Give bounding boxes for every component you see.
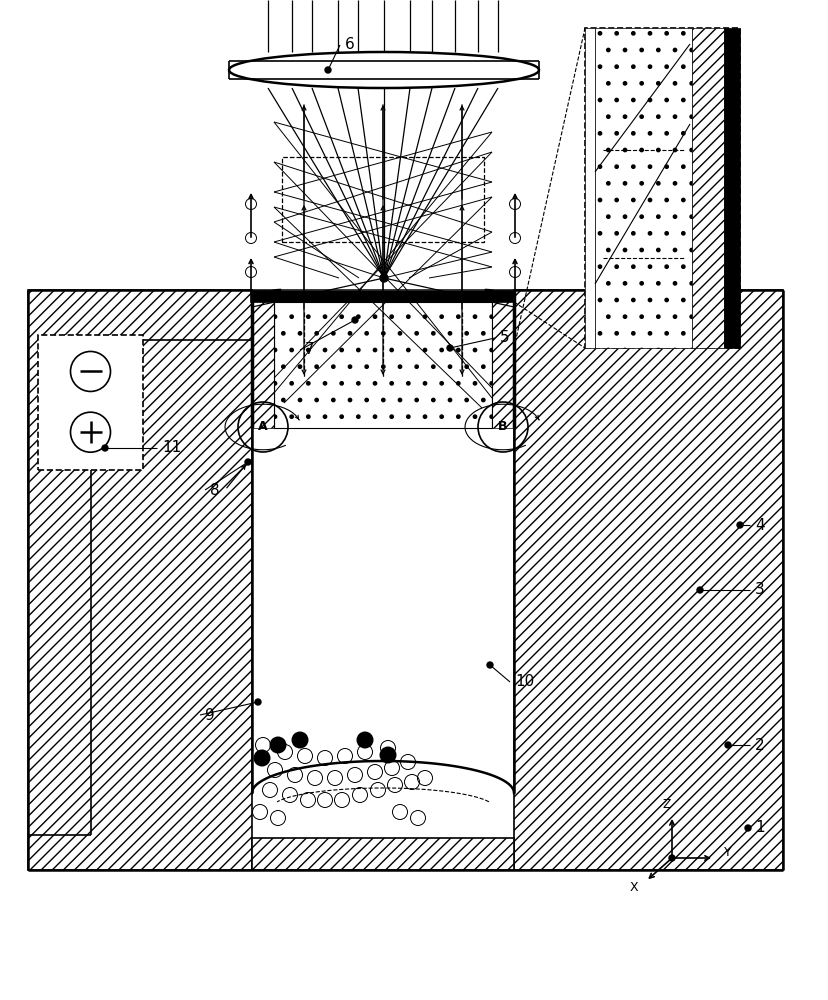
- Circle shape: [325, 67, 330, 73]
- Circle shape: [245, 459, 251, 465]
- Circle shape: [379, 274, 388, 282]
- Bar: [595, 28, 691, 348]
- Circle shape: [356, 732, 373, 748]
- Bar: [252, 290, 274, 428]
- Text: 9: 9: [205, 708, 214, 722]
- Circle shape: [446, 345, 452, 351]
- Bar: [691, 28, 723, 348]
- Ellipse shape: [229, 52, 538, 88]
- Bar: [491, 290, 513, 428]
- Circle shape: [102, 445, 108, 451]
- Circle shape: [744, 825, 750, 831]
- Text: A: A: [258, 420, 267, 434]
- Bar: [28, 290, 252, 870]
- Bar: [252, 838, 513, 870]
- Bar: [274, 302, 491, 428]
- Bar: [252, 290, 513, 302]
- Circle shape: [379, 746, 396, 764]
- Text: 7: 7: [305, 342, 315, 358]
- Circle shape: [736, 522, 742, 528]
- Text: 5: 5: [499, 330, 509, 346]
- Bar: [513, 290, 782, 870]
- Circle shape: [696, 587, 702, 593]
- Bar: [585, 28, 739, 348]
- Bar: [282, 157, 484, 242]
- Text: 2: 2: [754, 738, 763, 753]
- Circle shape: [253, 750, 270, 766]
- Bar: [491, 302, 507, 428]
- Circle shape: [291, 732, 308, 748]
- Text: 10: 10: [514, 674, 533, 690]
- Text: Y: Y: [723, 846, 731, 859]
- Text: B: B: [498, 420, 507, 434]
- Text: X: X: [629, 881, 638, 894]
- Circle shape: [724, 742, 730, 748]
- Text: 8: 8: [209, 483, 219, 498]
- Text: Z: Z: [662, 798, 671, 811]
- Bar: [585, 28, 595, 348]
- Text: 1: 1: [754, 820, 763, 836]
- Bar: [723, 28, 739, 348]
- Text: 4: 4: [754, 518, 763, 532]
- Text: 6: 6: [344, 37, 354, 52]
- Circle shape: [486, 662, 493, 668]
- Bar: [252, 290, 513, 428]
- Text: 3: 3: [754, 582, 763, 598]
- Circle shape: [269, 736, 286, 754]
- Circle shape: [255, 699, 261, 705]
- Circle shape: [668, 855, 674, 861]
- Circle shape: [352, 317, 358, 323]
- Bar: [38, 335, 142, 470]
- Text: 11: 11: [161, 440, 181, 456]
